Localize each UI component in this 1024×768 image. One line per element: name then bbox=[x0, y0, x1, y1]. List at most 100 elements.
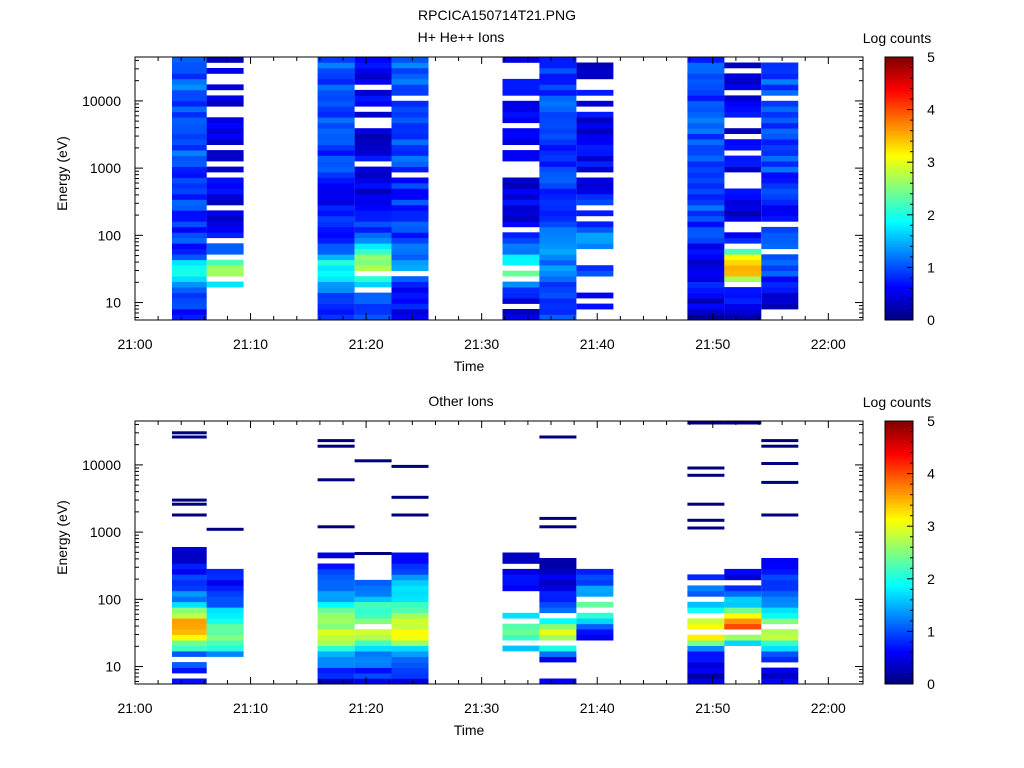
heatmap-cell bbox=[172, 73, 207, 80]
heatmap-cell bbox=[391, 287, 429, 293]
heatmap-cell bbox=[391, 254, 429, 261]
heatmap-cell bbox=[391, 662, 429, 668]
colorbar-segment bbox=[885, 473, 913, 477]
colorbar-segment bbox=[885, 112, 913, 116]
heatmap-cell bbox=[724, 128, 762, 134]
colorbar-segment bbox=[885, 676, 913, 680]
heatmap-cell bbox=[317, 585, 355, 592]
heatmap-cell bbox=[391, 618, 429, 625]
heatmap-cell bbox=[354, 232, 392, 239]
colorbar-segment bbox=[885, 130, 913, 134]
heatmap-cell bbox=[391, 612, 429, 619]
heatmap-cell bbox=[391, 623, 429, 630]
heatmap-cell bbox=[172, 623, 207, 630]
colorbar-segment bbox=[885, 220, 913, 224]
y-tick-label: 1000 bbox=[90, 160, 121, 176]
heatmap-cell bbox=[172, 596, 207, 603]
colorbar-segment bbox=[885, 618, 913, 622]
heatmap-cell bbox=[761, 122, 799, 129]
colorbar-segment bbox=[885, 254, 913, 258]
heatmap-cell bbox=[172, 259, 207, 266]
heatmap-cell bbox=[206, 226, 244, 233]
colorbar-segment bbox=[885, 177, 913, 182]
heatmap-line-cell bbox=[539, 516, 577, 520]
heatmap-cell bbox=[576, 292, 614, 299]
colorbar-segment bbox=[885, 99, 913, 103]
heatmap-cell bbox=[576, 270, 614, 277]
heatmap-cell bbox=[172, 84, 207, 91]
heatmap-cell bbox=[391, 585, 429, 592]
colorbar-frame bbox=[884, 420, 914, 685]
heatmap-cell bbox=[391, 596, 429, 603]
heatmap-cell bbox=[391, 221, 429, 228]
heatmap-cell bbox=[687, 62, 725, 69]
colorbar-segment bbox=[885, 610, 913, 614]
colorbar-segment bbox=[885, 172, 913, 176]
heatmap-cell bbox=[761, 292, 799, 299]
colorbar-segment bbox=[885, 93, 913, 97]
heatmap-cell bbox=[317, 662, 355, 668]
colorbar-segment bbox=[885, 101, 913, 105]
colorbar-segment bbox=[885, 193, 913, 197]
heatmap-cell bbox=[539, 568, 577, 575]
colorbar-segment bbox=[885, 117, 913, 121]
heatmap-cell bbox=[761, 276, 799, 282]
heatmap-cell bbox=[317, 106, 355, 113]
colorbar-segment bbox=[885, 196, 913, 200]
colorbar-segment bbox=[885, 238, 913, 242]
heatmap-cell bbox=[391, 248, 429, 255]
colorbar-segment bbox=[885, 288, 913, 292]
heatmap-cell bbox=[724, 210, 762, 217]
heatmap-cell bbox=[539, 100, 577, 107]
heatmap-cell bbox=[761, 161, 799, 167]
heatmap-cell bbox=[391, 194, 429, 200]
heatmap-cell bbox=[206, 243, 244, 250]
heatmap-cell bbox=[761, 287, 799, 293]
heatmap-cell bbox=[539, 243, 577, 250]
colorbar-segment bbox=[885, 439, 913, 443]
heatmap-line-cell bbox=[391, 495, 429, 499]
heatmap-cell bbox=[502, 221, 540, 228]
heatmap-cell bbox=[391, 122, 429, 129]
heatmap-cell bbox=[354, 667, 392, 674]
colorbar-segment bbox=[885, 304, 913, 308]
heatmap-cell bbox=[317, 161, 355, 167]
heatmap-cell bbox=[391, 177, 429, 184]
heatmap-cell bbox=[206, 601, 244, 608]
heatmap-cell bbox=[502, 579, 540, 586]
heatmap-cell bbox=[502, 243, 540, 250]
heatmap-cell bbox=[761, 579, 799, 586]
colorbar-segment bbox=[885, 536, 913, 540]
heatmap-cell bbox=[206, 634, 244, 641]
heatmap-cell bbox=[317, 618, 355, 625]
heatmap-cell bbox=[391, 226, 429, 233]
heatmap-cell bbox=[502, 623, 540, 630]
colorbar-segment bbox=[885, 183, 913, 187]
heatmap-cell bbox=[317, 287, 355, 293]
heatmap-cell bbox=[724, 590, 762, 597]
colorbar-segment bbox=[885, 591, 913, 595]
heatmap-cell bbox=[502, 645, 540, 652]
heatmap-cell bbox=[354, 57, 392, 63]
heatmap-cell bbox=[539, 574, 577, 581]
heatmap-cell bbox=[172, 150, 207, 156]
heatmap-cell bbox=[761, 254, 799, 261]
heatmap-cell bbox=[317, 303, 355, 310]
heatmap-line-cell bbox=[724, 421, 762, 425]
colorbar-segment bbox=[885, 312, 913, 316]
heatmap-cell bbox=[539, 607, 577, 614]
colorbar-segment bbox=[885, 534, 913, 538]
heatmap-cell bbox=[761, 590, 799, 597]
heatmap-line-cell bbox=[172, 502, 207, 506]
heatmap-cell bbox=[502, 629, 540, 635]
colorbar-segment bbox=[885, 277, 913, 281]
colorbar-segment bbox=[885, 114, 913, 118]
y-tick-label: 1000 bbox=[90, 524, 121, 540]
heatmap-cell bbox=[761, 210, 799, 217]
colorbar-segment bbox=[885, 209, 913, 213]
heatmap-cell bbox=[539, 128, 577, 134]
heatmap-cell bbox=[354, 139, 392, 145]
colorbar-tick-label: 3 bbox=[927, 154, 935, 170]
colorbar-segment bbox=[885, 605, 913, 609]
heatmap-cell bbox=[206, 57, 244, 63]
